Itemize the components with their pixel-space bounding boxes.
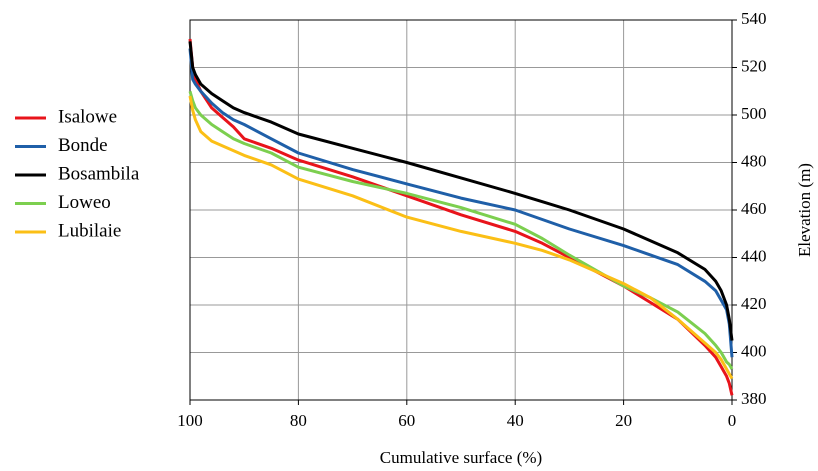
series-line bbox=[188, 38, 734, 396]
y-tick-label: 440 bbox=[741, 246, 767, 265]
y-tick-label: 540 bbox=[741, 9, 767, 28]
y-axis-label: Elevation (m) bbox=[795, 163, 814, 257]
x-tick-label: 0 bbox=[728, 411, 737, 430]
x-tick-label: 60 bbox=[398, 411, 415, 430]
x-tick-label: 100 bbox=[177, 411, 203, 430]
y-tick-label: 480 bbox=[741, 151, 767, 170]
legend-label: Isalowe bbox=[58, 106, 117, 127]
y-tick-label: 420 bbox=[741, 294, 767, 313]
y-tick-label: 400 bbox=[741, 341, 767, 360]
x-tick-label: 20 bbox=[615, 411, 632, 430]
y-tick-label: 520 bbox=[741, 56, 767, 75]
legend-label: Lubilaie bbox=[58, 220, 121, 241]
series-line bbox=[188, 48, 734, 358]
y-tick-label: 380 bbox=[741, 389, 767, 408]
series-line bbox=[188, 41, 734, 341]
y-tick-label: 460 bbox=[741, 199, 767, 218]
x-axis-label: Cumulative surface (%) bbox=[380, 448, 542, 467]
plot-frame bbox=[189, 19, 733, 401]
legend-label: Loweo bbox=[58, 192, 111, 213]
series-line bbox=[188, 90, 734, 370]
y-tick-label: 500 bbox=[741, 104, 767, 123]
x-tick-label: 80 bbox=[290, 411, 307, 430]
legend-label: Bonde bbox=[58, 135, 108, 156]
legend-label: Bosambila bbox=[58, 163, 140, 184]
x-tick-label: 40 bbox=[507, 411, 524, 430]
series-line bbox=[188, 95, 734, 380]
